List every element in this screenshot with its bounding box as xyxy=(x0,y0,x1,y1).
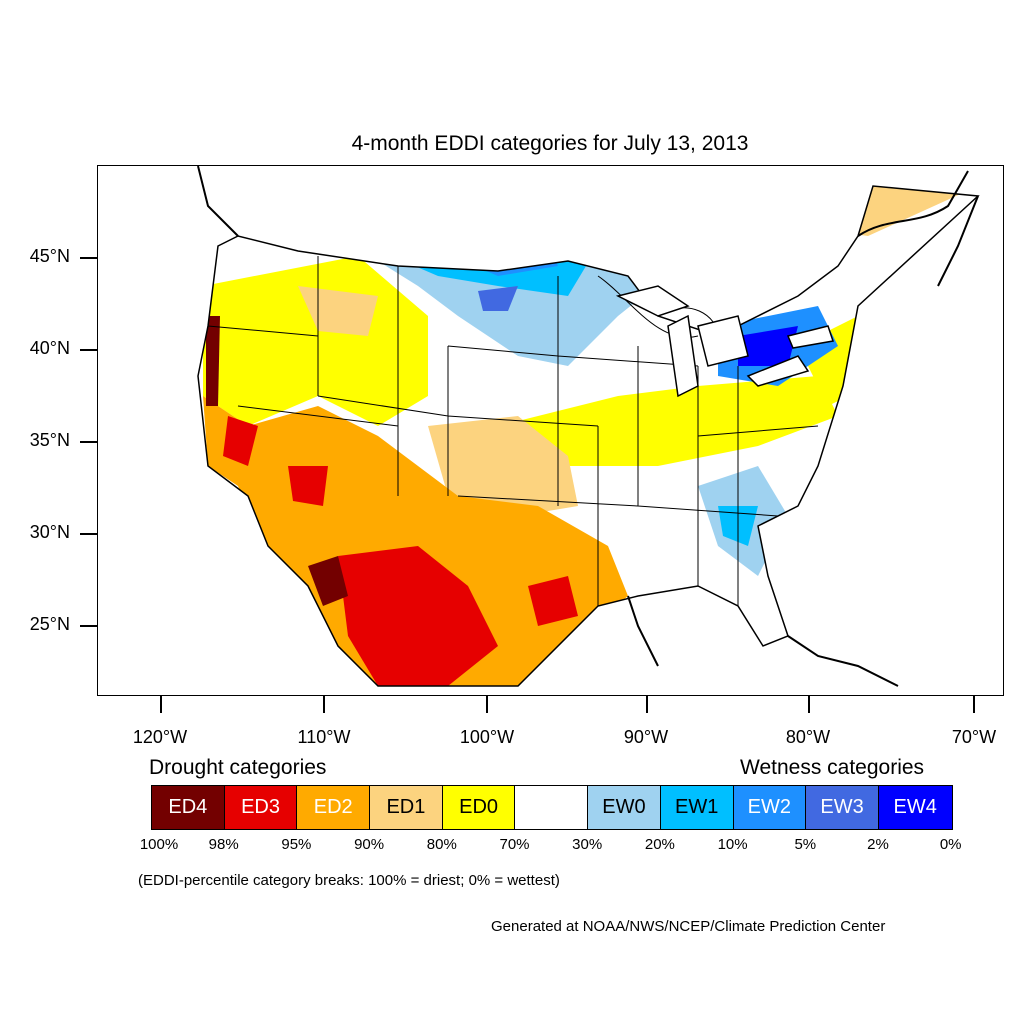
lat-tick-40 xyxy=(80,349,97,351)
legend-cell-ew0: EW0 xyxy=(588,786,661,829)
lon-tick-120 xyxy=(160,696,162,713)
legend-cell-ew4: EW4 xyxy=(878,786,952,829)
legend-cell-ew2: EW2 xyxy=(733,786,807,829)
break-label: 95% xyxy=(281,836,312,853)
break-label: 70% xyxy=(499,836,530,853)
lat-tick-45 xyxy=(80,257,97,259)
break-label: 20% xyxy=(644,836,675,853)
legend-cell-ed1: ED1 xyxy=(370,786,443,829)
credit-line: Generated at NOAA/NWS/NCEP/Climate Predi… xyxy=(491,918,886,935)
lon-label-110: 110°W xyxy=(297,727,351,747)
lat-label-40: 40°N xyxy=(29,338,70,358)
state-borders xyxy=(197,185,980,687)
lon-label-80: 80°W xyxy=(785,727,831,747)
lat-label-35: 35°N xyxy=(29,430,70,450)
lon-label-100: 100°W xyxy=(459,727,515,747)
break-label: 90% xyxy=(354,836,385,853)
legend-cell-normal xyxy=(515,786,589,829)
category-note: (EDDI-percentile category breaks: 100% =… xyxy=(138,872,560,889)
coastlines xyxy=(197,166,979,687)
lat-tick-30 xyxy=(80,533,97,535)
legend-cell-ed2: ED2 xyxy=(297,786,371,829)
wetness-heading: Wetness categories xyxy=(740,756,925,779)
legend-cell-ew1: EW1 xyxy=(660,786,734,829)
lat-label-45: 45°N xyxy=(29,246,70,266)
eddi-map xyxy=(97,165,1004,696)
eddi-field xyxy=(198,186,978,686)
lon-tick-70 xyxy=(973,696,975,713)
lon-tick-90 xyxy=(646,696,648,713)
legend-cell-ew3: EW3 xyxy=(806,786,879,829)
lat-tick-35 xyxy=(80,441,97,443)
break-label: 2% xyxy=(867,836,889,853)
break-label: 30% xyxy=(572,836,603,853)
lon-label-120: 120°W xyxy=(132,727,188,747)
lat-tick-25 xyxy=(80,625,97,627)
lat-label-30: 30°N xyxy=(29,522,70,542)
break-label: 100% xyxy=(139,836,179,853)
map-title: 4-month EDDI categories for July 13, 201… xyxy=(351,132,749,155)
break-label: 98% xyxy=(208,836,239,853)
legend-cell-ed3: ED3 xyxy=(224,786,298,829)
category-legend: ED4 ED3 ED2 ED1 ED0 EW0 EW1 EW2 EW3 EW4 xyxy=(151,785,953,830)
lon-tick-100 xyxy=(486,696,488,713)
lon-tick-110 xyxy=(323,696,325,713)
great-lakes xyxy=(615,285,834,398)
lon-label-70: 70°W xyxy=(951,727,997,747)
break-label: 5% xyxy=(794,836,817,853)
break-label: 0% xyxy=(939,836,962,853)
lat-label-25: 25°N xyxy=(29,614,70,634)
drought-heading: Drought categories xyxy=(149,756,327,779)
legend-cell-ed4: ED4 xyxy=(152,786,225,829)
lon-label-90: 90°W xyxy=(623,727,669,747)
legend-cell-ed0: ED0 xyxy=(442,786,516,829)
break-label: 10% xyxy=(717,836,748,853)
lon-tick-80 xyxy=(808,696,810,713)
map-canvas xyxy=(197,166,980,687)
break-label: 80% xyxy=(426,836,457,853)
